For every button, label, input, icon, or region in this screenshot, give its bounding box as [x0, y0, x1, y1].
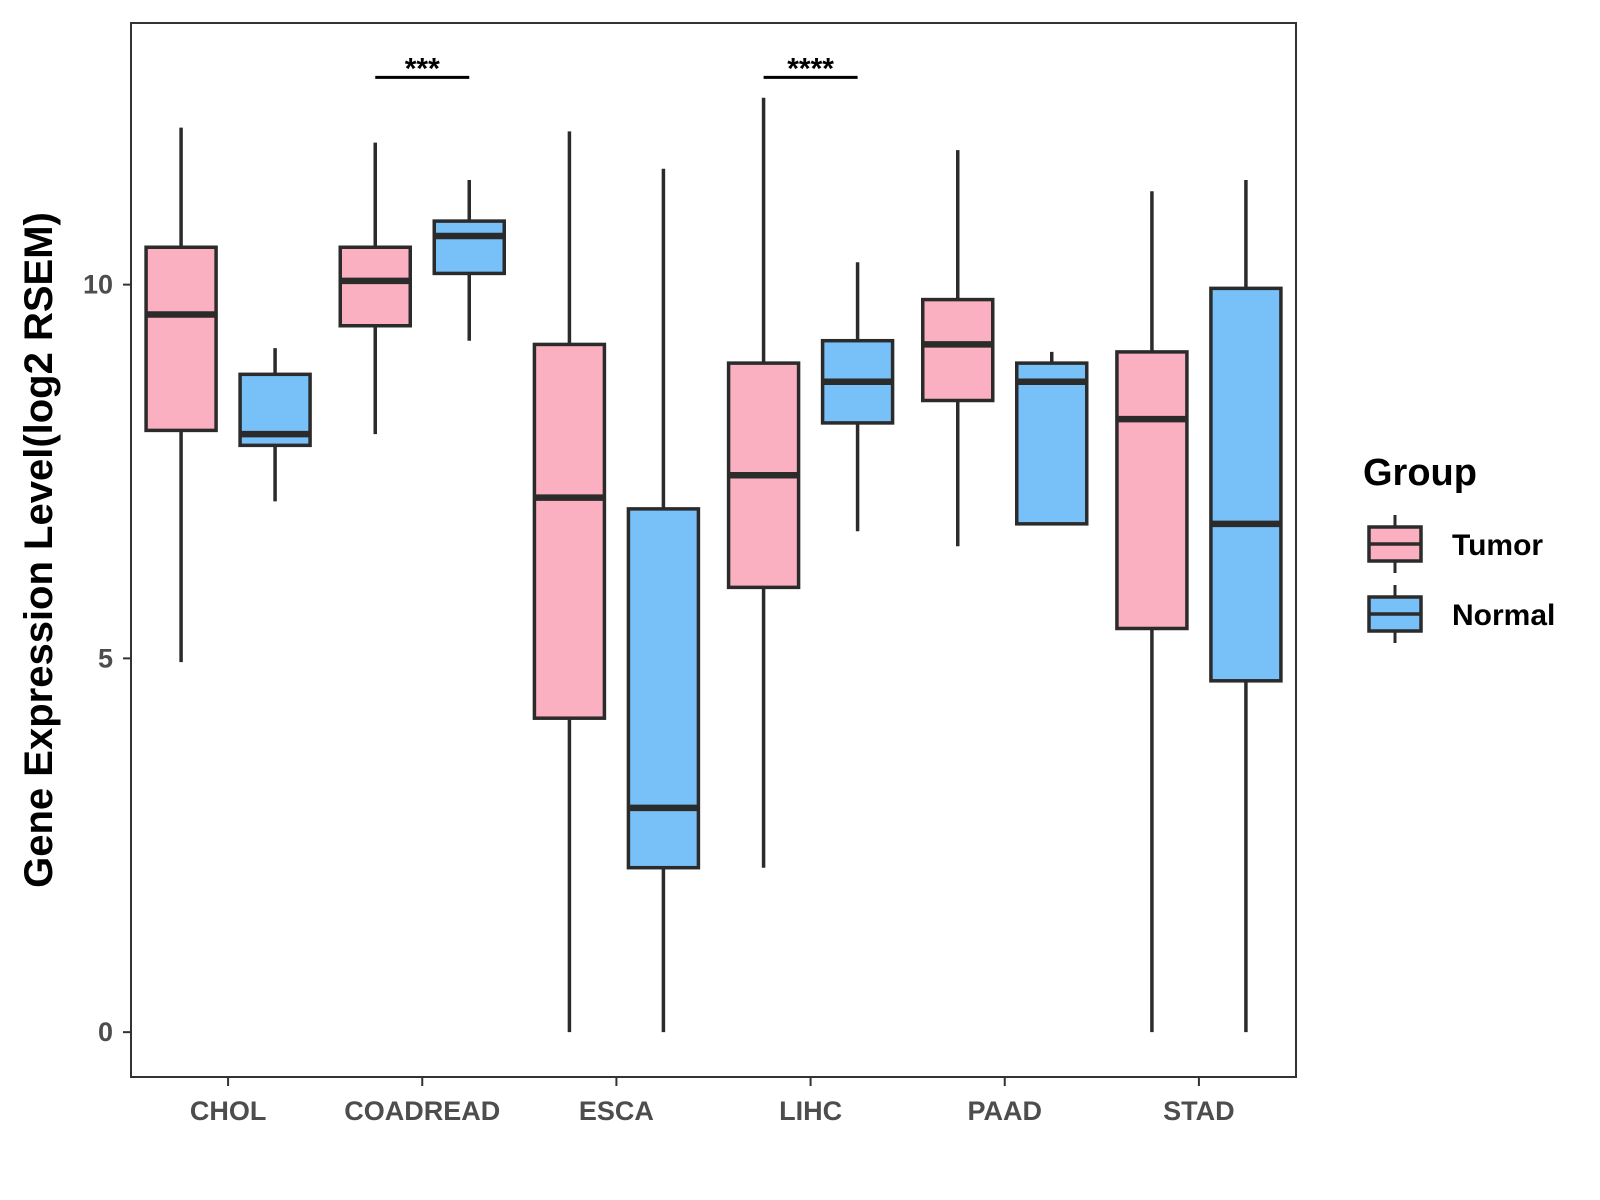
y-axis: 0 5 10 — [83, 270, 131, 1047]
box-tumor-chol — [144, 127, 218, 663]
x-tick-label: ESCA — [579, 1096, 654, 1126]
box-tumor-coadread — [338, 142, 412, 435]
legend-label: Normal — [1452, 599, 1555, 632]
box-iqr — [1115, 350, 1189, 631]
box-normal-esca — [626, 168, 701, 1033]
legend-label: Tumor — [1452, 529, 1543, 562]
x-tick-label: COADREAD — [344, 1096, 500, 1126]
box-iqr — [626, 507, 701, 870]
x-tick-label: STAD — [1163, 1096, 1235, 1126]
box-iqr — [1015, 361, 1089, 526]
box-tumor-esca — [532, 131, 607, 1033]
legend: Group Tumor Normal — [1363, 452, 1555, 643]
y-axis-title: Gene Expression Level(log2 RSEM) — [17, 212, 61, 888]
box-normal-stad — [1209, 179, 1283, 1033]
significance-label: *** — [405, 52, 440, 85]
box-tumor-lihc — [726, 97, 801, 868]
x-tick-label: PAAD — [967, 1096, 1042, 1126]
box-normal-paad — [1015, 351, 1089, 526]
box-iqr — [144, 245, 218, 433]
box-normal-lihc — [820, 262, 895, 532]
box-iqr — [921, 297, 995, 403]
box-iqr — [1209, 286, 1283, 683]
x-tick-label: CHOL — [190, 1096, 267, 1126]
box-iqr — [532, 342, 607, 720]
x-tick-label: LIHC — [779, 1096, 842, 1126]
box-tumor-stad — [1115, 191, 1189, 1033]
x-axis: CHOL COADREAD ESCA LIHC PAAD STAD — [190, 1077, 1235, 1126]
box-layer — [144, 97, 1283, 1033]
box-iqr — [338, 245, 412, 328]
plot-panel — [130, 22, 1297, 1078]
significance-annotations: *** **** — [375, 52, 858, 85]
y-tick-label: 10 — [83, 270, 113, 300]
box-normal-chol — [238, 348, 312, 502]
y-tick-label: 5 — [98, 643, 113, 673]
box-normal-coadread — [432, 179, 506, 341]
y-tick-label: 0 — [98, 1017, 113, 1047]
legend-title: Group — [1363, 452, 1477, 494]
significance-label: **** — [787, 52, 834, 85]
box-tumor-paad — [921, 150, 995, 547]
legend-item-tumor: Tumor — [1367, 515, 1543, 573]
legend-item-normal: Normal — [1367, 585, 1555, 643]
box-iqr — [432, 219, 506, 276]
